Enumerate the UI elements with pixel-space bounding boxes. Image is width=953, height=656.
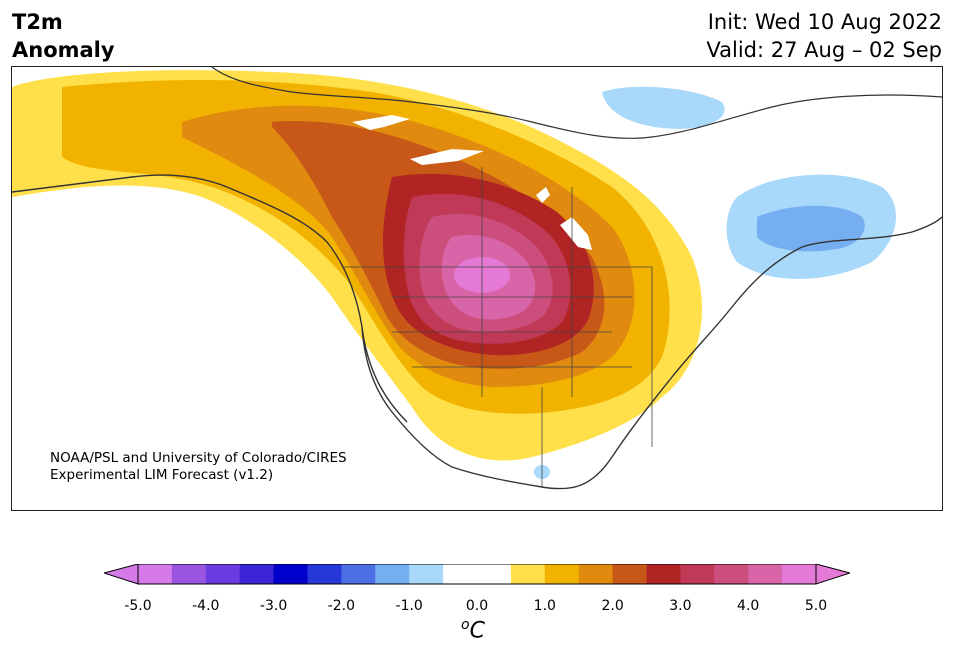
coastline-north [211,67,942,139]
colorbar-cell [578,564,614,584]
colorbar-cell [748,564,783,584]
colorbar-tick-label: 5.0 [804,598,828,614]
colorbar-tick-label: 3.0 [669,598,692,614]
colorbar-arrow-low [104,564,139,585]
colorbar-ticks: -5.0 -4.0 -3.0 -2.0 -1.0 0.0 1.0 2.0 3.0 4.0 5.0 [0,598,953,618]
title-line-2: Anomaly [12,38,115,62]
credit-text: NOAA/PSL and University of Colorado/CIRE… [50,450,347,484]
colorbar-cell [138,564,173,584]
colorbar-arrow-high [815,564,850,585]
colorbar-tick-label: -2.0 [327,598,356,614]
colorbar-cell [375,564,410,584]
colorbar-cell [273,564,308,584]
colorbar-cell [443,564,478,584]
colorbar-cell [612,564,647,584]
colorbar-tick-label: -5.0 [124,598,152,614]
colorbar-cell [477,564,512,584]
lake-2 [410,149,484,165]
credit-line-2: Experimental LIM Forecast (v1.2) [50,467,274,483]
colorbar-cell [782,564,817,584]
cold-arctic [602,86,725,129]
unit-base: C [469,618,485,644]
colorbar-cell [205,564,241,584]
colorbar-cell [680,564,715,584]
colorbar-cell [646,564,681,584]
init-date: Init: Wed 10 Aug 2022 [707,10,942,34]
colorbar-cell [341,564,376,584]
colorbar-cell [544,564,580,584]
colorbar-tick-label: 4.0 [737,598,760,614]
colorbar-tick-label: -3.0 [259,598,288,614]
title-line-1: T2m [12,10,63,34]
colorbar-tick-label: 2.0 [601,598,624,614]
unit-superscript: o [461,617,470,633]
colorbar-cell [171,564,207,584]
map-title: T2m Anomaly [12,8,115,64]
colorbar-cell [714,564,749,584]
anomaly-map: NOAA/PSL and University of Colorado/CIRE… [11,66,943,511]
colorbar-tick-label: 1.0 [533,598,556,614]
lake-3 [560,217,592,250]
valid-range: Valid: 27 Aug – 02 Sep [706,38,942,62]
cold-band-2 [757,205,865,252]
credit-line-1: NOAA/PSL and University of Colorado/CIRE… [50,450,347,466]
coastline [12,174,942,490]
colorbar-cell [409,564,444,584]
colorbar [104,564,850,585]
colorbar-unit: oC [461,617,485,643]
colorbar-tick-label: -4.0 [192,598,220,614]
map-canvas [12,67,942,490]
colorbar-tick-label: -1.0 [395,598,423,614]
forecast-dates: Init: Wed 10 Aug 2022 Valid: 27 Aug – 02… [706,8,942,64]
colorbar-cell [307,564,342,584]
state-borders [342,167,653,487]
colorbar-cell [239,564,275,584]
colorbar-tick-label: 0.0 [465,598,489,614]
lake-1 [352,115,410,130]
colorbar-cell [510,564,546,584]
lake-4 [536,187,550,203]
